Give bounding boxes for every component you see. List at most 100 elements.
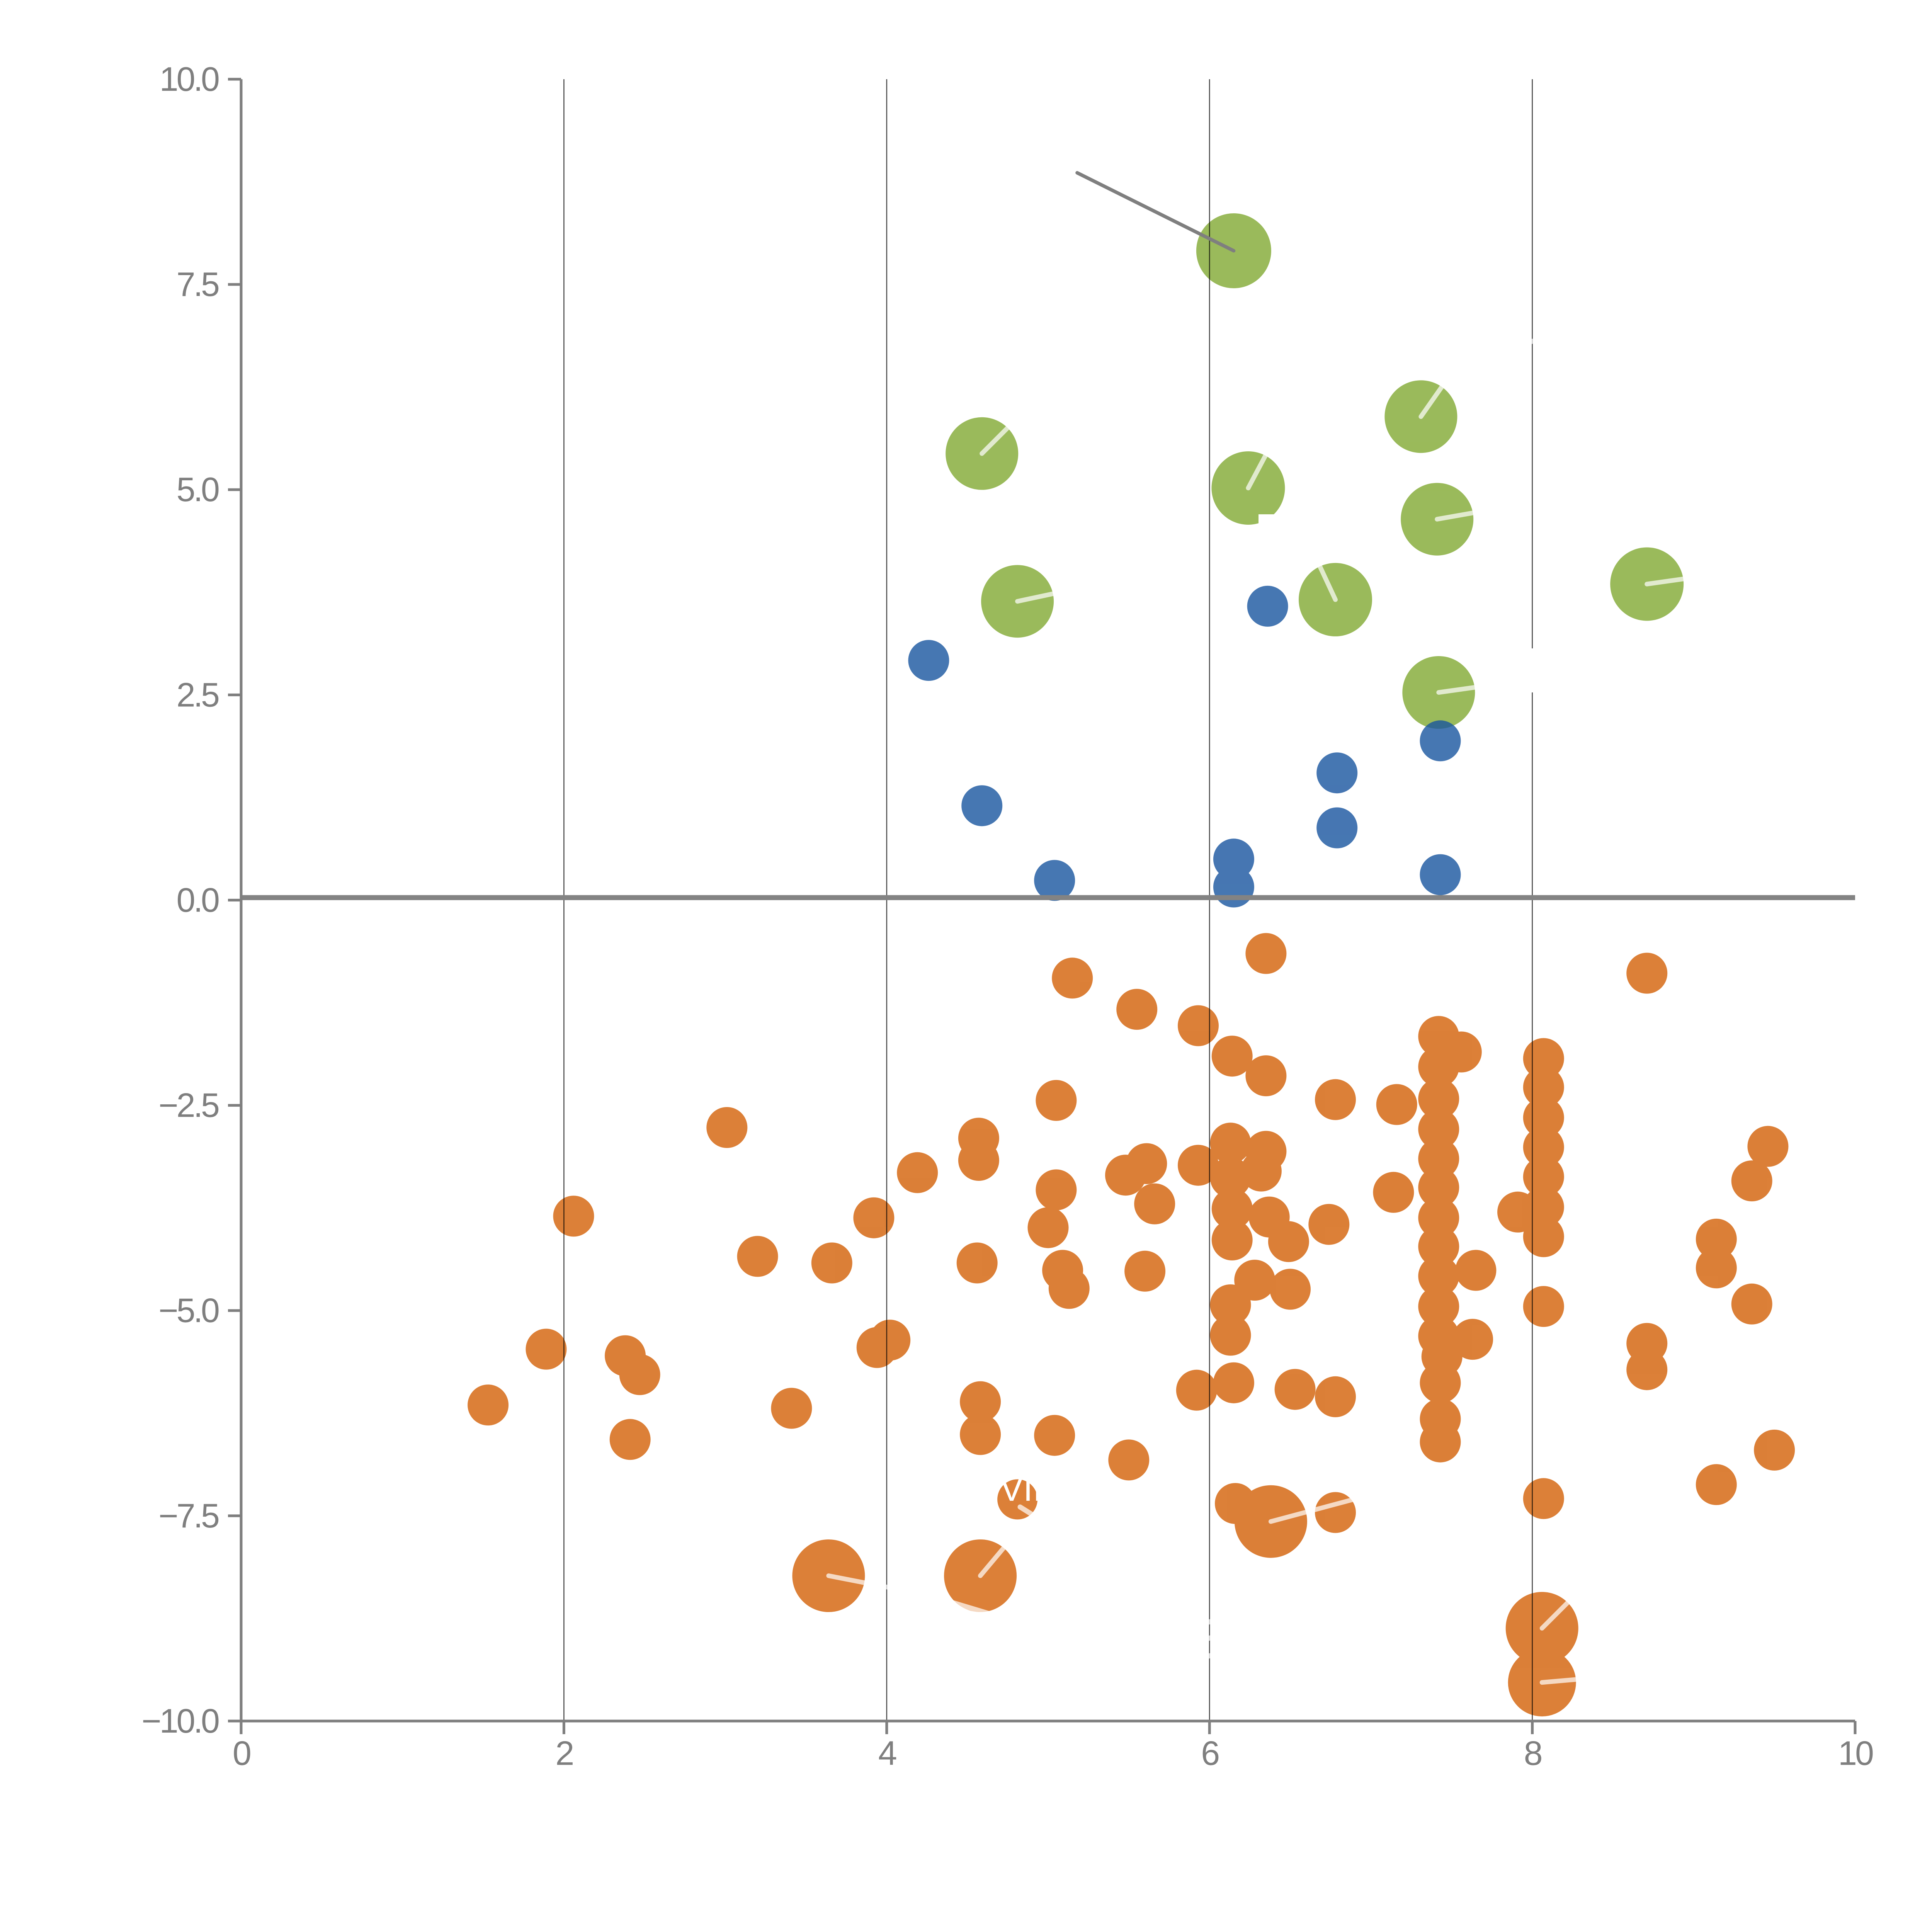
orange-point [1373,1172,1414,1213]
bubble-spoke [1539,1600,1570,1631]
bubble-spoke [1418,384,1444,419]
axes-group: 10.0 7.5 5.0 2.5 0.0 −2.5 −5.0 −7.5 −10.0 0 2 4 6 8 10 [141,60,1875,1772]
y-tick-label: −7.5 [158,1497,219,1535]
orange-point [1210,1315,1251,1356]
orange-point [1315,1376,1356,1417]
orange-point [1027,1207,1069,1248]
orange-point [853,1197,895,1238]
blue-point [1213,866,1254,908]
blue-point [1247,585,1288,627]
orange-point [958,1140,999,1181]
orange-point [956,1242,998,1284]
orange-point [1210,1122,1251,1164]
bubble-spoke [1435,510,1475,522]
white-marks-group: VII [826,332,1686,1685]
bubble-spoke [980,425,1010,456]
orange-point [1048,1268,1090,1309]
orange-point [1418,1286,1459,1327]
orange-point [1036,1169,1077,1211]
orange-point [1052,957,1093,999]
gridline-gap [1259,514,1274,524]
orange-point [1268,1221,1309,1262]
orange-point [1124,1250,1166,1292]
orange-point [1523,1066,1564,1108]
orange-point [1108,1439,1150,1481]
blue-point [961,785,1003,827]
orange-point [1178,1145,1219,1186]
white-leader-segment [940,1597,1038,1630]
orange-point [1213,1362,1254,1403]
orange-point [1420,1362,1461,1403]
orange-point [1210,1157,1251,1198]
y-tick-label: −10.0 [141,1702,219,1740]
orange-point [897,1152,938,1193]
orange-point [468,1384,509,1426]
orange-point [1418,1167,1459,1208]
gridline-gap [1524,648,1543,692]
white-leader-segment [1477,332,1579,352]
y-tick-label: −2.5 [158,1086,219,1124]
orange-point [1418,1197,1459,1238]
orange-point [1418,1016,1459,1057]
blue-point [1316,752,1358,794]
orange-point [1626,952,1668,994]
white-point-label: VII [1000,1470,1043,1509]
orange-point [1134,1183,1175,1225]
orange-point [1626,1349,1668,1390]
orange-point [1523,1038,1564,1079]
orange-point [1455,1250,1497,1291]
orange-point [1731,1160,1772,1202]
bubble-spoke [1317,564,1338,602]
y-tick-label: −5.0 [158,1291,219,1330]
orange-point [1245,933,1287,974]
orange-point [1418,1046,1459,1087]
orange-point [1418,1226,1459,1267]
x-tick-label: 8 [1524,1734,1542,1772]
orange-point [1376,1084,1417,1125]
orange-point [1497,1191,1538,1233]
orange-point [1696,1218,1737,1260]
blue-point [908,640,949,681]
white-leader-segment [1176,1643,1247,1667]
orange-point [1747,1126,1789,1167]
orange-point [869,1320,911,1361]
orange-point [706,1107,748,1148]
orange-point [1211,1036,1253,1077]
bubble-spoke [1015,591,1056,604]
x-tick-label: 2 [555,1734,573,1772]
orange-point [1420,1421,1461,1463]
orange-point [1696,1464,1737,1505]
orange-point [1245,1055,1287,1097]
orange-point [737,1236,778,1277]
x-tick-label: 6 [1201,1734,1219,1772]
orange-point [1523,1286,1564,1327]
y-tick-label: 5.0 [177,470,219,509]
annotation-leader-line [1075,171,1236,253]
orange-point [1036,1080,1077,1121]
bubble-spoke [1539,1677,1578,1685]
blue-point [1034,860,1075,901]
bubble-spoke [978,1546,1006,1578]
orange-point [1523,1127,1564,1168]
orange-point [526,1328,567,1370]
orange-point [1418,1109,1459,1150]
bubble-spoke [826,1573,901,1592]
y-tick-label: 10.0 [160,60,219,98]
orange-point [1418,1138,1459,1179]
blue-point [1420,854,1461,895]
orange-point [1308,1204,1350,1245]
orange-bubbles-group [468,933,1795,1717]
orange-point [1523,1216,1564,1257]
orange-point [1418,1078,1459,1119]
orange-point [1240,1150,1282,1192]
orange-point [1274,1369,1316,1410]
y-tick-label: 0.0 [177,881,219,919]
x-tick-label: 4 [878,1734,896,1772]
orange-point [1696,1247,1737,1289]
bubble-spoke [1645,577,1686,587]
orange-point [1126,1143,1167,1184]
orange-point [1176,1369,1217,1411]
orange-point [1523,1097,1564,1138]
